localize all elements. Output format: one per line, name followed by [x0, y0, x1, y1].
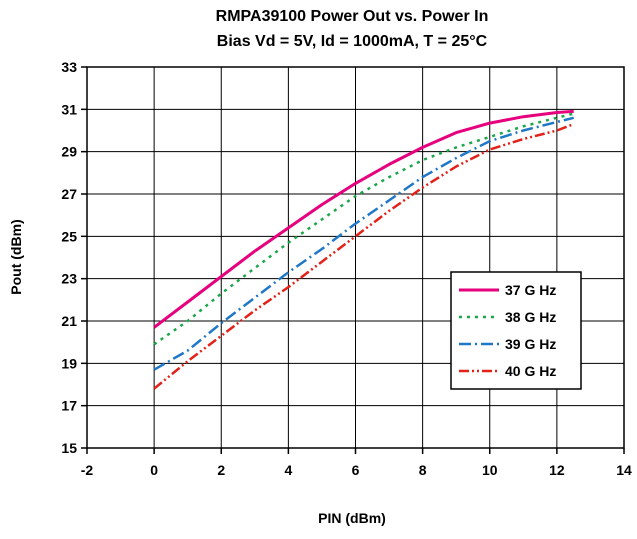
x-tick-label: 0	[150, 462, 158, 478]
series-line-2	[153, 112, 575, 346]
y-tick-label: 33	[61, 59, 77, 75]
series-lines	[153, 109, 575, 390]
x-tick-label: -2	[81, 462, 94, 478]
series-line-3	[153, 116, 575, 371]
y-tick-label: 25	[61, 228, 77, 244]
x-tick-label: 10	[482, 462, 498, 478]
x-tick-label: 4	[284, 462, 292, 478]
x-tick-label: 12	[549, 462, 565, 478]
x-tick-label: 6	[352, 462, 360, 478]
legend-label-3: 39 G Hz	[505, 336, 556, 352]
y-axis-title: Pout (dBm)	[8, 219, 24, 294]
x-tick-label: 2	[217, 462, 225, 478]
y-tick-label: 27	[61, 186, 77, 202]
y-tick-label: 19	[61, 355, 77, 371]
series-line-1	[153, 109, 574, 329]
axis-ticks: 15 17 19 21 23 25 27 29 31 33 -2 0 2 4 6 8 10 12 14	[61, 59, 632, 478]
y-tick-label: 31	[61, 101, 77, 117]
x-tick-label: 8	[419, 462, 427, 478]
legend: 37 G Hz 38 G Hz 39 G Hz 40 G Hz	[450, 271, 582, 390]
x-axis-title: PIN (dBm)	[318, 510, 386, 526]
legend-label-4: 40 G Hz	[505, 363, 556, 379]
series-line-4	[153, 122, 575, 390]
y-tick-label: 21	[61, 313, 77, 329]
chart-title: RMPA39100 Power Out vs. Power In	[216, 8, 489, 25]
y-tick-label: 17	[61, 398, 77, 414]
x-tick-label: 14	[616, 462, 632, 478]
y-tick-label: 29	[61, 144, 77, 160]
legend-label-2: 38 G Hz	[505, 309, 556, 325]
y-tick-label: 15	[61, 440, 77, 456]
chart-subtitle: Bias Vd = 5V, Id = 1000mA, T = 25°C	[217, 33, 488, 50]
legend-label-1: 37 G Hz	[505, 282, 556, 298]
y-tick-label: 23	[61, 271, 77, 287]
